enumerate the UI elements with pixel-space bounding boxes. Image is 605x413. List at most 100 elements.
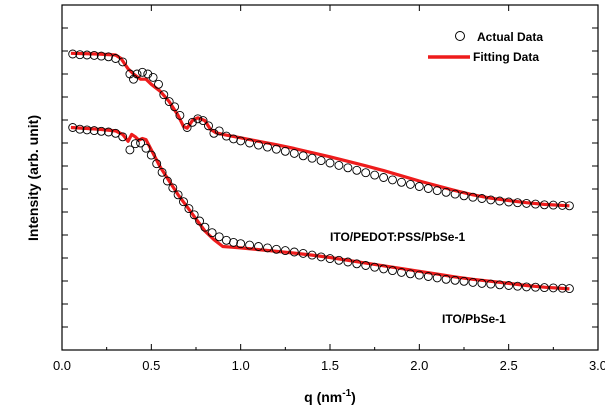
- data-point: [397, 267, 406, 277]
- data-point: [82, 125, 92, 135]
- y-axis-title: Intensity (arb. unit): [25, 115, 41, 241]
- data-point: [486, 279, 496, 289]
- data-point: [195, 216, 205, 226]
- data-point: [548, 200, 558, 210]
- data-point: [146, 150, 156, 160]
- data-point: [432, 186, 442, 196]
- data-point: [459, 276, 469, 286]
- data-point: [164, 97, 174, 107]
- y-axis-ticks: [62, 4, 598, 351]
- x-tick-label: 2.0: [410, 358, 428, 373]
- series-layer: [68, 49, 574, 294]
- series-1: [68, 123, 574, 294]
- data-point: [173, 190, 183, 200]
- data-point: [136, 138, 146, 148]
- data-point: [316, 156, 326, 166]
- data-point: [405, 269, 415, 279]
- x-tick-label: 2.5: [500, 358, 518, 373]
- data-point: [352, 165, 362, 175]
- data-point: [557, 283, 567, 293]
- data-point: [152, 159, 162, 169]
- series-label-pbse: ITO/PbSe-1: [442, 312, 506, 326]
- data-point: [539, 283, 549, 293]
- data-point: [198, 116, 208, 126]
- data-point: [379, 264, 389, 274]
- data-point: [236, 136, 246, 146]
- data-point: [539, 200, 549, 210]
- data-point: [68, 49, 78, 59]
- data-point: [423, 272, 433, 281]
- data-point: [397, 177, 406, 187]
- data-point: [96, 126, 106, 136]
- data-point: [111, 128, 121, 138]
- x-axis-title-main: q (nm: [304, 389, 342, 405]
- data-point: [405, 179, 415, 189]
- data-point: [343, 257, 353, 267]
- data-point: [307, 153, 317, 163]
- legend-label-fitting-data: Fitting Data: [473, 50, 539, 64]
- data-point: [289, 148, 299, 158]
- data-point: [450, 275, 460, 285]
- data-point: [263, 142, 272, 152]
- data-point: [495, 196, 505, 206]
- data-point: [522, 198, 531, 208]
- data-point: [531, 282, 540, 292]
- x-tick-label: 1.5: [321, 358, 339, 373]
- data-point: [209, 128, 219, 138]
- x-axis-title: q (nm-1): [304, 388, 356, 405]
- data-point: [504, 197, 514, 207]
- data-point: [289, 247, 299, 257]
- data-point: [325, 158, 335, 168]
- data-point: [214, 126, 224, 136]
- data-point: [513, 281, 523, 291]
- data-point: [423, 184, 433, 193]
- data-point: [441, 274, 451, 284]
- data-point: [495, 280, 505, 290]
- data-point: [441, 187, 451, 197]
- data-point: [316, 252, 326, 262]
- data-point: [82, 50, 92, 60]
- data-point: [130, 139, 140, 149]
- data-point: [75, 124, 85, 134]
- data-point: [104, 127, 113, 137]
- data-point: [118, 57, 128, 67]
- data-point: [137, 67, 147, 77]
- data-point: [414, 182, 424, 191]
- x-tick-label: 1.0: [232, 358, 250, 373]
- data-point: [189, 210, 199, 220]
- data-point: [168, 183, 178, 193]
- data-point: [531, 199, 540, 209]
- data-point: [263, 243, 272, 253]
- legend-data-marker: [455, 31, 465, 41]
- data-point: [75, 50, 85, 60]
- data-point: [361, 261, 371, 270]
- data-point: [200, 222, 210, 232]
- data-point: [245, 240, 255, 250]
- data-point: [513, 198, 523, 208]
- data-point: [254, 140, 263, 150]
- data-point: [298, 248, 308, 258]
- data-point: [118, 132, 128, 142]
- data-point: [432, 273, 442, 283]
- data-point: [141, 143, 151, 153]
- data-point: [564, 284, 574, 294]
- series-label-pedot: ITO/PEDOT:PSS/PbSe-1: [330, 230, 465, 244]
- data-point: [96, 51, 106, 61]
- data-point: [548, 283, 558, 293]
- legend: Actual Data Fitting Data: [428, 30, 543, 64]
- data-point: [370, 170, 380, 180]
- data-point: [68, 123, 78, 132]
- x-axis-title-end: ): [351, 389, 356, 405]
- data-point: [179, 197, 188, 207]
- data-point: [148, 72, 158, 82]
- data-point: [468, 192, 478, 202]
- data-point: [477, 194, 487, 203]
- data-point: [414, 270, 424, 280]
- data-point: [388, 175, 397, 185]
- data-point: [125, 145, 135, 155]
- data-point: [343, 163, 353, 173]
- x-axis-title-sup: -1: [342, 388, 351, 399]
- data-point: [388, 266, 397, 276]
- data-point: [486, 195, 496, 205]
